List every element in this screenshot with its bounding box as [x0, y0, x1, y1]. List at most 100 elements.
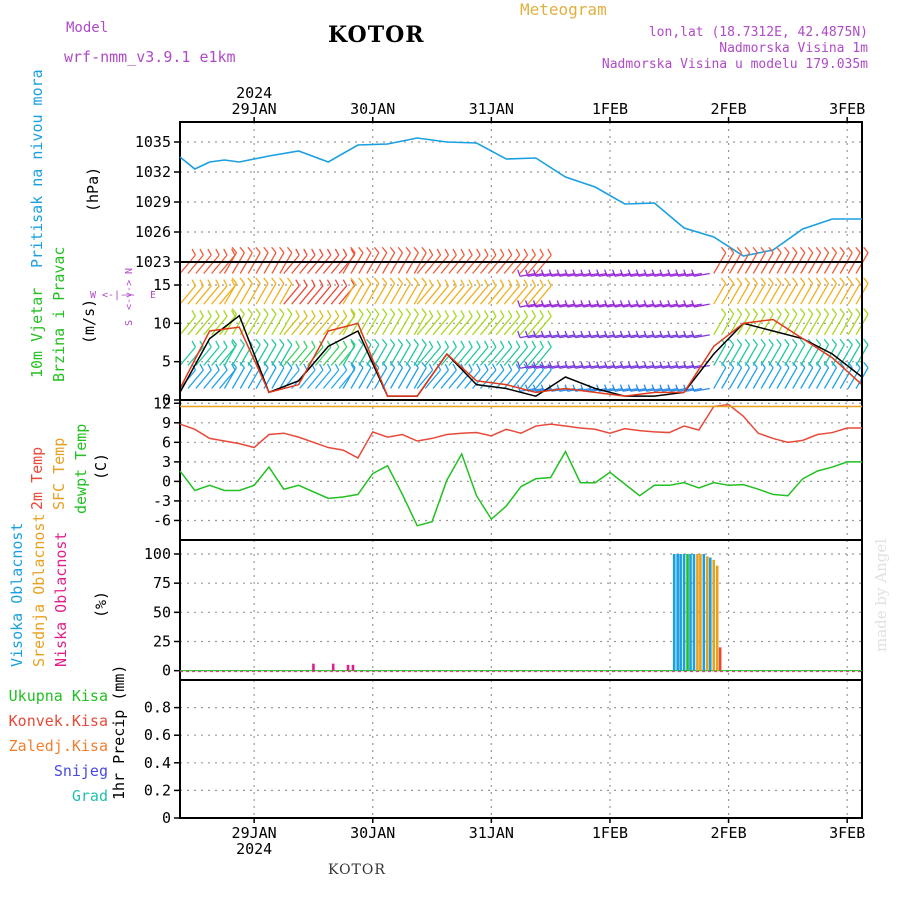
wind-barb-flag: [539, 248, 544, 256]
wind-barb: [223, 313, 238, 336]
wind-barb-flag: [295, 309, 300, 317]
precip-panel-frame: [179, 679, 863, 819]
wind-barb-flag: [373, 308, 380, 315]
wind-barb: [271, 367, 285, 389]
wind-barb-flag: [247, 361, 253, 369]
wind-barb: [350, 344, 364, 366]
wind-barb-flag: [491, 363, 497, 371]
wind-barb: [479, 285, 497, 305]
wind-barb-flag: [847, 308, 853, 315]
wind-barb-flag: [326, 363, 332, 371]
wind-barb-flag: [247, 246, 253, 254]
wind-barb: [487, 346, 505, 366]
wind-barb-flag: [728, 361, 735, 369]
wind-barb-flag: [263, 361, 269, 369]
wind-barb-flag: [476, 363, 481, 371]
wind-barb: [728, 344, 743, 366]
wind-barb-flag: [863, 246, 869, 254]
wind-barb-flag: [588, 300, 592, 308]
wind-barb: [464, 285, 481, 305]
wind-barb: [728, 252, 743, 274]
wind-barb: [800, 313, 814, 336]
wind-barb-flag: [564, 330, 569, 338]
wind-barb-flag: [468, 279, 473, 287]
wind-barb-flag: [523, 248, 529, 256]
wind-barb-flag: [635, 384, 640, 392]
wind-barb-flag: [507, 279, 513, 287]
wind-barb-flag: [556, 330, 561, 338]
wind-barb-flag: [539, 279, 544, 287]
wind-barb: [179, 346, 196, 366]
wind-barb: [535, 369, 552, 389]
wind-barb-flag: [588, 330, 592, 338]
wind-barb-flag: [744, 361, 750, 369]
wind-barb: [330, 346, 348, 366]
wind-barb-flag: [855, 338, 861, 346]
wind-barb-flag: [523, 309, 529, 317]
wind-panel-frame-top: [179, 261, 863, 401]
wind-barb-flag: [303, 248, 308, 256]
wind-barb-flag: [263, 338, 269, 346]
wind-barb: [203, 285, 220, 305]
wind-barb: [389, 283, 404, 305]
wind-barb: [713, 344, 727, 366]
wind-barb-flag: [627, 361, 632, 369]
wind-barb-flag: [303, 309, 308, 317]
wind-barb: [744, 367, 758, 389]
wind-barb-flag: [728, 338, 735, 346]
wind-barb-flag: [691, 269, 695, 277]
clouds-panel-frame: [179, 539, 863, 681]
wind-barb-flag: [326, 248, 332, 256]
location-coords: lon,lat (18.7312E, 42.4875N): [648, 25, 868, 40]
wind-barb: [823, 313, 838, 336]
wind-barb-flag: [619, 300, 624, 308]
wind-barb: [322, 285, 340, 305]
y-tick-label: 25: [153, 633, 171, 651]
wind-barb-flag: [831, 308, 837, 315]
wind-barb: [464, 254, 481, 274]
wind-barb-flag: [460, 279, 465, 287]
wind-barb-flag: [619, 361, 624, 369]
wind-barb-flag: [239, 361, 245, 369]
wind-barb: [299, 285, 316, 305]
wind-barb: [271, 344, 285, 366]
wind-barb: [405, 283, 419, 305]
wind-barb: [511, 285, 529, 305]
wind-barb: [382, 344, 396, 366]
wind-barb-flag: [326, 309, 332, 317]
wind-barb-flag: [239, 338, 245, 346]
wind-barb: [792, 313, 806, 336]
wind-barb-flag: [855, 361, 861, 369]
wind-barb-flag: [744, 308, 750, 315]
wind-barb: [223, 283, 238, 305]
bottom-day-label: 1FEB: [592, 824, 628, 842]
wind-barb-flag: [484, 309, 489, 317]
wind-barb: [231, 367, 245, 389]
top-day-label: 29JAN: [232, 100, 277, 118]
wind-barb-flag: [476, 340, 481, 348]
wind-barb: [219, 285, 236, 305]
wind-barb: [413, 252, 427, 274]
wind-barb: [271, 313, 285, 336]
wind-barb-flag: [311, 340, 316, 348]
wind-barb-flag: [540, 330, 545, 338]
wind-barb-flag: [823, 277, 830, 284]
wind-barb-flag: [627, 300, 632, 308]
wind-barb-flag: [358, 338, 364, 346]
wind-barb-flag: [547, 309, 552, 317]
wind-barb-flag: [524, 269, 529, 277]
y-tick-label: 0: [162, 391, 171, 409]
wind-barb-flag: [373, 338, 380, 346]
wind-barb: [389, 367, 404, 389]
wind-barb-flag: [728, 277, 735, 284]
wind-barb: [307, 254, 324, 274]
wind-barb: [776, 252, 790, 274]
wind-barb-flag: [499, 248, 505, 256]
wind-barb-flag: [752, 361, 758, 369]
wind-barb-flag: [507, 248, 513, 256]
wind-barb: [535, 346, 552, 366]
wind-barb: [358, 367, 372, 389]
wind-barb-flag: [452, 309, 457, 317]
wind-barb-flag: [523, 340, 529, 348]
wind-barb-flag: [720, 361, 727, 369]
